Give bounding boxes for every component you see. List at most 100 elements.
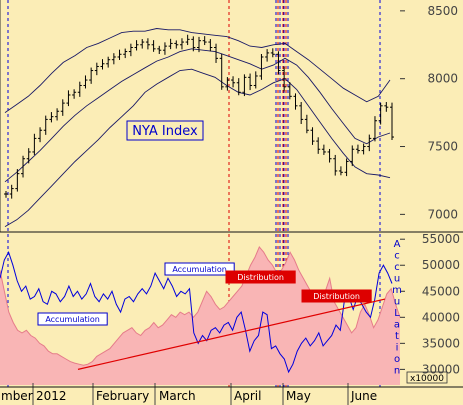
price-bar bbox=[219, 53, 224, 90]
price-bar bbox=[55, 108, 60, 121]
price-bar bbox=[72, 89, 77, 99]
price-bar bbox=[179, 38, 184, 50]
vertical-text-letter: A bbox=[394, 239, 401, 250]
price-bar bbox=[77, 81, 82, 97]
vertical-text-letter: m bbox=[392, 285, 402, 296]
indicator-y-tick-label: 35000 bbox=[422, 336, 460, 350]
price-bar bbox=[185, 34, 190, 46]
price-bar bbox=[15, 169, 20, 192]
upper-band bbox=[4, 28, 391, 113]
price-bar bbox=[338, 166, 343, 176]
indicator-y-tick-label: 45000 bbox=[422, 284, 460, 298]
price-bar bbox=[94, 62, 99, 76]
price-bar bbox=[60, 99, 65, 116]
price-bar bbox=[367, 134, 372, 152]
indicator-label-text: Accumulation bbox=[172, 265, 227, 274]
price-bar bbox=[282, 66, 287, 92]
x-tick-label: May bbox=[286, 389, 311, 403]
vertical-text-letter: o bbox=[394, 354, 400, 365]
indicator-label-text: Distribution bbox=[237, 273, 284, 282]
x-axis: mber 2012 February March April May June bbox=[1, 383, 377, 405]
price-bars bbox=[4, 34, 394, 199]
vertical-text-letter: a bbox=[394, 320, 400, 331]
price-bar bbox=[151, 40, 156, 52]
x-tick-label: February bbox=[96, 389, 149, 403]
unit-box bbox=[406, 371, 448, 384]
price-bar bbox=[21, 155, 26, 178]
indicator-unit-label: x10000 bbox=[410, 374, 444, 384]
trendline bbox=[77, 298, 386, 370]
accumulation-line bbox=[0, 250, 393, 374]
price-bar bbox=[157, 45, 162, 54]
price-bar bbox=[106, 56, 111, 68]
price-y-tick-label: 8000 bbox=[427, 72, 458, 86]
price-y-tick-label: 8500 bbox=[427, 4, 458, 18]
vertical-text-letter: u bbox=[394, 274, 400, 285]
price-panel: 7000 7500 8000 8500 NYA Index bbox=[0, 0, 458, 387]
price-bar bbox=[49, 112, 54, 123]
price-bar bbox=[287, 82, 292, 100]
distribution-area-fill bbox=[0, 247, 400, 385]
price-bar bbox=[248, 73, 253, 91]
x-tick-label: June bbox=[350, 389, 377, 403]
accumulation-line-path bbox=[0, 250, 393, 374]
price-bar bbox=[270, 48, 275, 58]
price-y-tick-label: 7500 bbox=[427, 140, 458, 154]
price-bar bbox=[310, 127, 315, 145]
vertical-text-letter: t bbox=[395, 331, 399, 342]
x-tick-label: 2012 bbox=[36, 389, 67, 403]
price-bar bbox=[327, 148, 332, 163]
price-bar bbox=[225, 77, 230, 91]
price-bar bbox=[276, 51, 281, 75]
price-bar bbox=[372, 116, 377, 142]
price-bar bbox=[259, 53, 264, 80]
indicator-label-box bbox=[225, 270, 296, 284]
price-bar bbox=[9, 184, 14, 199]
price-vertical-markers bbox=[7, 0, 381, 387]
x-tick-label: April bbox=[234, 389, 261, 403]
indicator-y-tick-label: 30000 bbox=[422, 362, 460, 376]
price-bar bbox=[333, 154, 338, 176]
price-bar bbox=[321, 144, 326, 155]
price-bar bbox=[168, 38, 173, 50]
price-bar bbox=[293, 93, 298, 110]
price-bar bbox=[350, 145, 355, 167]
price-bar bbox=[197, 36, 201, 53]
price-bar bbox=[361, 143, 366, 155]
price-bar bbox=[83, 75, 88, 89]
price-bar bbox=[162, 42, 167, 55]
indicator-label: Distribution bbox=[301, 289, 372, 303]
price-bar bbox=[38, 127, 43, 143]
price-bar bbox=[145, 38, 150, 50]
vertical-text-letter: i bbox=[396, 343, 399, 354]
vertical-text-letter: n bbox=[394, 366, 400, 377]
indicator-y-tick-label: 40000 bbox=[422, 310, 460, 324]
price-bar bbox=[4, 191, 8, 198]
price-bar bbox=[89, 67, 94, 84]
indicator-y-axis: 30000 35000 40000 45000 50000 55000 bbox=[400, 232, 460, 376]
price-bar bbox=[214, 43, 219, 63]
indicator-labels: Accumulation Accumulation Distribution Dist… bbox=[37, 262, 372, 326]
indicator-label: Distribution bbox=[225, 270, 296, 284]
chart-title-box bbox=[126, 120, 204, 141]
price-bar bbox=[100, 59, 105, 70]
vertical-text-letter: L bbox=[394, 308, 400, 319]
indicator-panel: 30000 35000 40000 45000 50000 55000 Accumulat… bbox=[0, 232, 460, 385]
indicator-label-box bbox=[301, 289, 372, 303]
price-bar bbox=[174, 40, 179, 49]
price-bar bbox=[253, 71, 258, 89]
price-bar bbox=[111, 53, 116, 65]
price-bar bbox=[123, 48, 128, 59]
price-bar bbox=[43, 115, 48, 135]
indicator-label-text: Distribution bbox=[313, 292, 360, 301]
price-bar bbox=[134, 40, 139, 51]
price-y-axis: 7000 7500 8000 8500 bbox=[400, 4, 458, 221]
price-bar bbox=[304, 114, 309, 134]
price-bar bbox=[242, 74, 247, 97]
price-bar bbox=[390, 102, 394, 141]
indicator-label: Accumulation bbox=[37, 312, 108, 326]
middle-band bbox=[4, 48, 391, 183]
indicator-y-tick-label: 50000 bbox=[422, 258, 460, 272]
